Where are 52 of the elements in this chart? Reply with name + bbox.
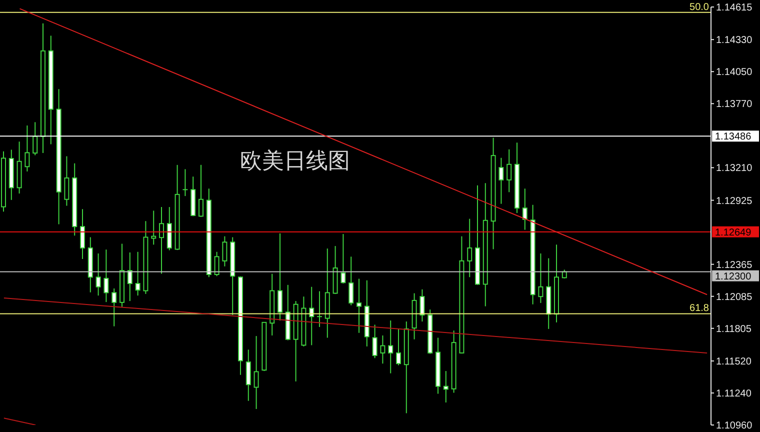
- candlestick: [498, 157, 504, 204]
- candlestick: [396, 328, 401, 366]
- candlestick: [104, 249, 109, 303]
- text: 欧美日线图: [240, 149, 350, 174]
- candlestick: [278, 232, 282, 321]
- y-tick-label: 1.12085: [716, 292, 753, 303]
- y-tick-label: 1.13210: [716, 163, 753, 174]
- candlestick: [182, 168, 188, 197]
- annotation: 61.8: [690, 303, 710, 314]
- candlestick: [96, 252, 101, 296]
- candlestick: [380, 334, 386, 364]
- y-tick-label: 1.14330: [716, 35, 753, 46]
- candlestick: [309, 286, 314, 346]
- candlestick: [246, 349, 251, 402]
- candlestick: [24, 124, 30, 172]
- candlestick: [348, 256, 354, 306]
- candlestick: [372, 324, 378, 359]
- candlestick: [522, 188, 528, 230]
- candlestick: [356, 278, 362, 334]
- candlestick: [32, 122, 38, 156]
- candlestick: [506, 148, 512, 193]
- candlestick: [214, 251, 220, 277]
- candlestick: [112, 288, 117, 327]
- y-tick-label: 1.11240: [716, 388, 752, 400]
- candlestick: [151, 210, 156, 246]
- candlestick: [254, 336, 259, 410]
- annotation: 50.0: [690, 2, 710, 13]
- candlestick: [388, 320, 394, 374]
- y-tick-label: 1.12365: [716, 260, 753, 271]
- candlestick: [135, 251, 140, 296]
- ref-line-label: 1.12649: [715, 227, 752, 238]
- candlestick: [316, 290, 322, 328]
- y-tick-label: 1.11805: [716, 324, 752, 335]
- y-tick-label: 1.14615: [716, 2, 753, 14]
- y-tick-label: 1.14050: [716, 67, 753, 78]
- y-tick-label: 1.13770: [716, 99, 753, 110]
- ref-line-label: 1.13486: [715, 132, 752, 143]
- candlestick: [222, 236, 228, 267]
- candlestick: [538, 252, 544, 304]
- candlestick: [159, 206, 164, 274]
- candlestick: [64, 156, 70, 206]
- ref-line-label: 1.12300: [715, 271, 752, 282]
- y-tick-label: 1.12925: [716, 196, 753, 207]
- candlestick: [127, 252, 132, 302]
- candlestick: [443, 370, 448, 403]
- y-tick-label: 1.11520: [716, 356, 752, 368]
- candlestick: [340, 234, 346, 284]
- candlestick: [467, 218, 472, 278]
- candlestick: [80, 208, 85, 260]
- candlestick: [420, 288, 425, 322]
- candlestick: [198, 164, 204, 218]
- y-tick-label: 1.10960: [716, 420, 753, 432]
